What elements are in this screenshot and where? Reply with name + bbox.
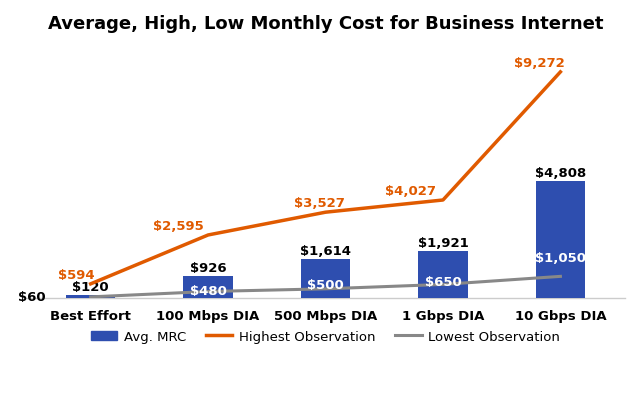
Text: $60: $60 — [19, 291, 46, 303]
Bar — [184, 276, 233, 299]
Title: Average, High, Low Monthly Cost for Business Internet: Average, High, Low Monthly Cost for Busi… — [48, 15, 604, 33]
Text: $4,027: $4,027 — [385, 184, 436, 197]
Bar — [536, 182, 585, 299]
Bar — [419, 252, 468, 299]
Text: $2,595: $2,595 — [154, 219, 204, 232]
Text: $1,614: $1,614 — [300, 244, 351, 257]
Text: $926: $926 — [190, 261, 227, 274]
Legend: Avg. MRC, Highest Observation, Lowest Observation: Avg. MRC, Highest Observation, Lowest Ob… — [86, 325, 565, 348]
Text: $500: $500 — [307, 279, 344, 291]
Bar — [66, 296, 115, 299]
Text: $1,050: $1,050 — [535, 251, 586, 264]
Text: $9,272: $9,272 — [514, 56, 564, 70]
Text: $3,527: $3,527 — [294, 197, 345, 209]
Text: $120: $120 — [72, 281, 109, 294]
Bar — [301, 259, 350, 299]
Text: $480: $480 — [189, 284, 227, 297]
Text: $594: $594 — [58, 268, 95, 281]
Text: $1,921: $1,921 — [418, 237, 468, 250]
Text: $4,808: $4,808 — [535, 166, 586, 180]
Text: $650: $650 — [424, 276, 461, 289]
